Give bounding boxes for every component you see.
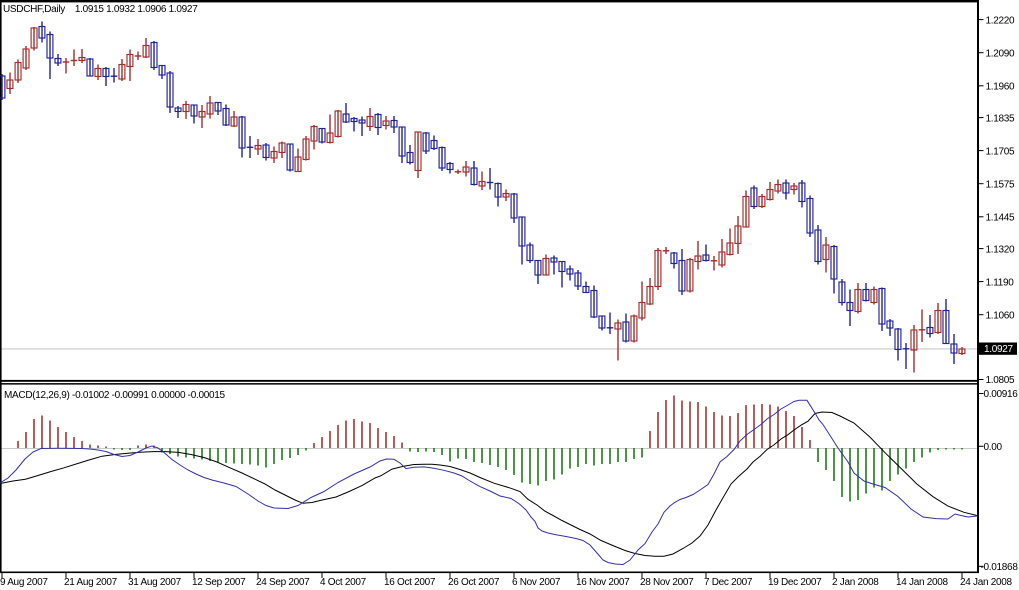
svg-text:0.00916: 0.00916 [984,389,1019,400]
svg-text:31 Aug 2007: 31 Aug 2007 [128,577,182,588]
svg-text:-0.01868: -0.01868 [981,562,1019,573]
svg-text:24 Jan 2008: 24 Jan 2008 [960,577,1012,588]
svg-text:16 Oct 2007: 16 Oct 2007 [384,577,436,588]
svg-text:12 Sep 2007: 12 Sep 2007 [192,577,246,588]
svg-text:1.1320: 1.1320 [986,244,1016,255]
svg-text:MACD(12,26,9) -0.01002 -0.0099: MACD(12,26,9) -0.01002 -0.00991 0.00000 … [4,390,226,401]
svg-text:19 Dec 2007: 19 Dec 2007 [768,577,822,588]
svg-text:1.1960: 1.1960 [986,82,1016,93]
svg-text:1.1190: 1.1190 [986,277,1015,288]
svg-text:1.2220: 1.2220 [986,15,1016,26]
svg-text:28 Nov 2007: 28 Nov 2007 [640,577,694,588]
svg-text:1.1835: 1.1835 [986,113,1016,124]
svg-text:2 Jan 2008: 2 Jan 2008 [832,577,879,588]
svg-text:7 Dec 2007: 7 Dec 2007 [704,577,753,588]
svg-text:1.0927: 1.0927 [984,344,1014,355]
svg-text:USDCHF,Daily 1.0915 1.0932: USDCHF,Daily 1.0915 1.0932 1.0906 1.0927 [3,4,198,15]
svg-text:1.1575: 1.1575 [986,179,1016,190]
svg-text:14 Jan 2008: 14 Jan 2008 [896,577,948,588]
svg-text:1.1060: 1.1060 [986,310,1016,321]
svg-text:26 Oct 2007: 26 Oct 2007 [448,577,500,588]
svg-text:1.2090: 1.2090 [986,48,1016,59]
svg-text:1.1705: 1.1705 [986,146,1016,157]
svg-text:1.1445: 1.1445 [986,213,1016,224]
svg-text:6 Nov 2007: 6 Nov 2007 [512,577,561,588]
svg-text:1.0805: 1.0805 [986,375,1016,386]
svg-text:24 Sep 2007: 24 Sep 2007 [256,577,310,588]
svg-text:0.00: 0.00 [984,442,1003,453]
svg-text:9 Aug 2007: 9 Aug 2007 [0,577,48,588]
svg-text:4 Oct 2007: 4 Oct 2007 [320,577,367,588]
svg-text:16 Nov 2007: 16 Nov 2007 [576,577,630,588]
svg-text:21 Aug 2007: 21 Aug 2007 [64,577,118,588]
